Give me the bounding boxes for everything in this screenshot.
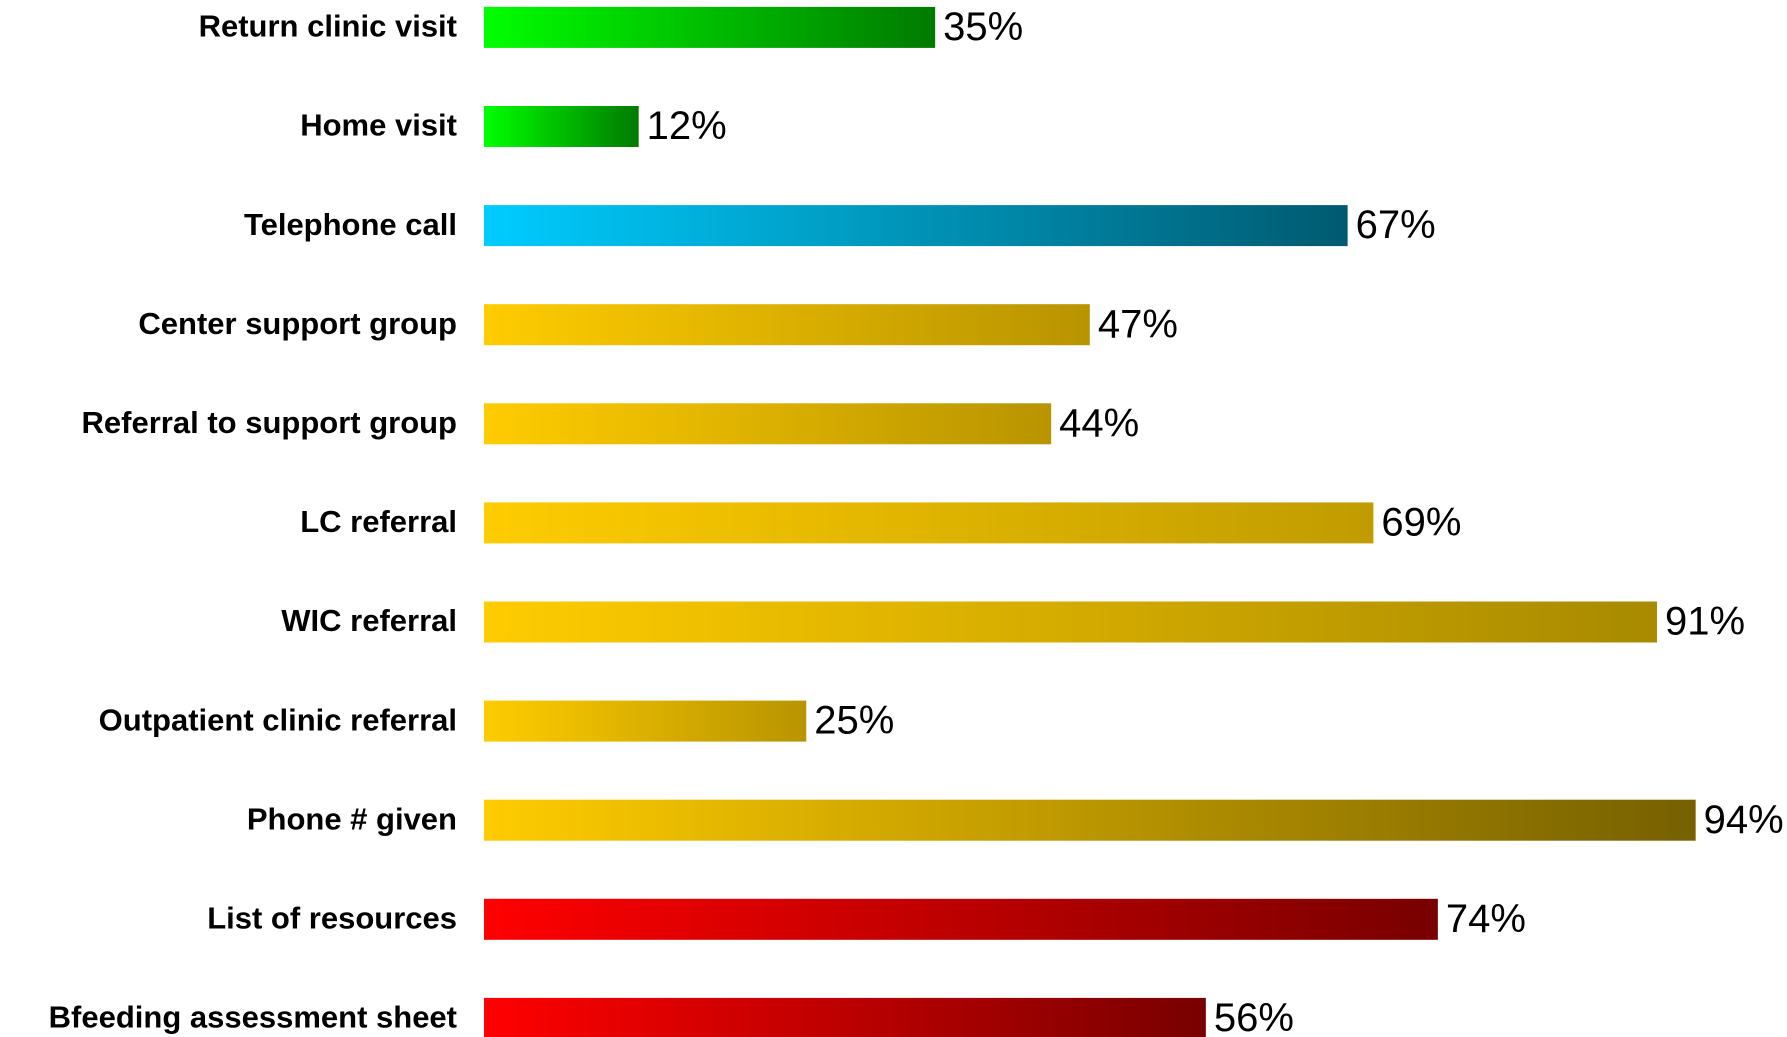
value-label: 47% xyxy=(1098,302,1178,346)
category-label: Center support group xyxy=(138,306,457,341)
category-label: Phone # given xyxy=(247,801,457,836)
value-label: 91% xyxy=(1665,600,1745,644)
category-label: Bfeeding assessment sheet xyxy=(49,1000,457,1035)
bar xyxy=(484,502,1374,544)
bar xyxy=(484,898,1438,940)
value-label: 44% xyxy=(1059,401,1139,445)
bar xyxy=(484,205,1348,247)
category-label: Home visit xyxy=(300,108,457,143)
category-label: WIC referral xyxy=(281,603,457,638)
bar xyxy=(484,403,1052,445)
value-label: 94% xyxy=(1704,798,1784,842)
value-label: 25% xyxy=(814,699,894,743)
category-label: Referral to support group xyxy=(82,405,457,440)
category-label: List of resources xyxy=(207,900,457,935)
value-label: 74% xyxy=(1446,897,1526,941)
value-label: 67% xyxy=(1356,203,1436,247)
bar xyxy=(484,6,936,48)
value-label: 35% xyxy=(943,5,1023,49)
bar xyxy=(484,106,639,147)
bar xyxy=(484,304,1090,346)
bar xyxy=(484,700,807,742)
bar xyxy=(484,997,1206,1037)
category-label: Outpatient clinic referral xyxy=(99,702,457,737)
bar xyxy=(484,601,1657,643)
bar xyxy=(484,799,1696,841)
category-label: LC referral xyxy=(300,504,457,539)
value-label: 56% xyxy=(1214,996,1294,1037)
value-label: 69% xyxy=(1381,500,1461,544)
category-label: Telephone call xyxy=(244,207,457,242)
category-label: Return clinic visit xyxy=(199,9,457,44)
value-label: 12% xyxy=(647,104,727,148)
